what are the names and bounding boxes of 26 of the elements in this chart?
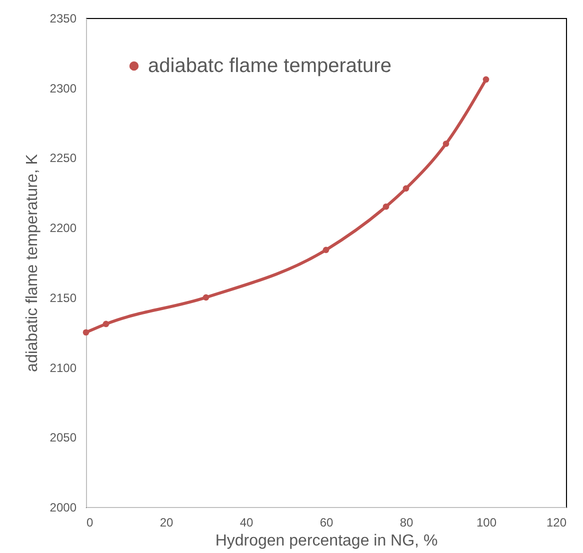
y-tick-label: 2350 (50, 12, 77, 26)
point (402, 185, 410, 192)
x-tick-label: 60 (320, 516, 334, 530)
point (382, 203, 390, 210)
legend-label: adiabatc flame temperature (148, 55, 392, 77)
point (102, 320, 110, 328)
point (202, 294, 210, 301)
y-tick-label: 2200 (50, 221, 77, 236)
y-axis-title: adiabatic flame temperature, K (24, 154, 41, 372)
y-tick-label: 2300 (50, 81, 77, 96)
x-tick-label: 0 (86, 516, 94, 530)
point (82, 329, 90, 336)
point (442, 140, 450, 147)
x-tick-label: 100 (476, 516, 497, 530)
x-tick-label: 40 (240, 516, 254, 530)
y-tick-label: 2250 (50, 151, 77, 166)
x-tick-label: 120 (546, 516, 567, 530)
point (482, 76, 490, 83)
y-tick-label: 2050 (50, 430, 77, 445)
x-axis-title: Hydrogen percentage in NG, % (215, 532, 438, 550)
point (322, 246, 330, 254)
y-tick-label: 2100 (50, 360, 77, 375)
x-tick-label: 20 (160, 516, 174, 530)
y-tick-label: 2000 (50, 500, 77, 514)
y-tick-label: 2150 (50, 290, 77, 305)
x-tick-label: 80 (400, 516, 414, 530)
